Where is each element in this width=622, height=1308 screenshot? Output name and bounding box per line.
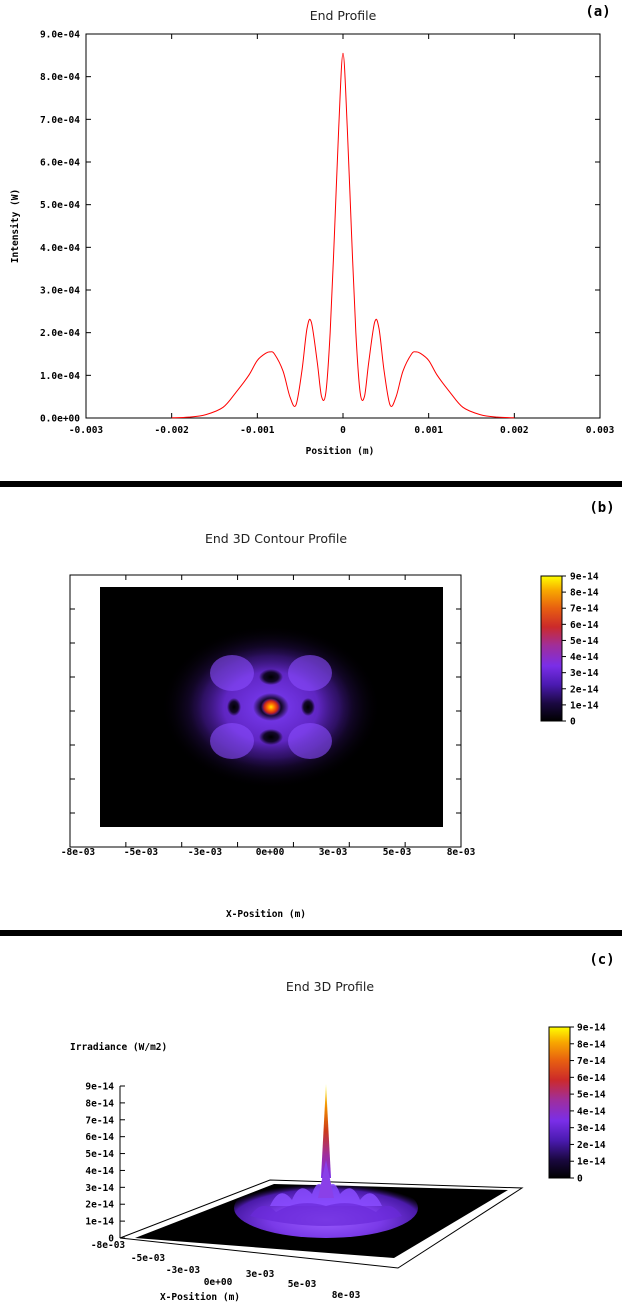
x-tick-label: -8e-03 <box>61 847 96 858</box>
colorbar-tick-label: 2e-14 <box>577 1140 606 1151</box>
z-tick-label: 0 <box>108 1234 114 1245</box>
z-tick-label: 9e-14 <box>85 1082 114 1093</box>
x-tick-label: 8e-03 <box>447 847 476 858</box>
colorbar-b <box>540 575 563 722</box>
y-tick-label: 8.0e-04 <box>40 72 80 83</box>
colorbar-tick-label: 3e-14 <box>570 668 599 679</box>
colorbar-ticks-c: 9e-14 8e-14 7e-14 6e-14 5e-14 4e-14 3e-14 2e-14… <box>570 1023 606 1185</box>
heatmap-panel-b: (b) End 3D Contour Profile -8e-03 -5e-03-… <box>61 500 615 920</box>
x-tick-label: -0.003 <box>69 425 104 436</box>
separator-1 <box>0 481 622 487</box>
x-axis-label-a: Position (m) <box>306 446 375 457</box>
colorbar-tick-label: 0 <box>577 1174 583 1185</box>
colorbar-tick-label: 9e-14 <box>577 1023 606 1034</box>
colorbar-tick-label: 9e-14 <box>570 572 599 583</box>
colorbar-tick-label: 6e-14 <box>570 620 599 631</box>
x-tick-label: 8e-03 <box>332 1290 361 1301</box>
colorbar-tick-label: 3e-14 <box>577 1123 606 1134</box>
panel-label-c: (c) <box>589 952 614 968</box>
x-axis-label-b: X-Position (m) <box>226 909 306 920</box>
z-tick-label: 3e-14 <box>85 1183 114 1194</box>
z-tick-label: 5e-14 <box>85 1149 114 1160</box>
x-axis-ticks-a: -0.003 -0.002 -0.001 0 0.001 0.002 0.003 <box>69 34 615 436</box>
colorbar-tick-label: 0 <box>570 717 576 728</box>
surface-panel-c: (c) End 3D Profile Irradiance (W/m2) 9e-… <box>70 952 615 1303</box>
z-tick-label: 2e-14 <box>85 1200 114 1211</box>
center-peak <box>321 1084 331 1178</box>
y-tick-label: 0.0e+00 <box>40 414 80 425</box>
z-tick-label: 6e-14 <box>85 1132 114 1143</box>
panel-label-b: (b) <box>589 500 614 516</box>
surface-mound <box>234 1084 418 1238</box>
colorbar-tick-label: 4e-14 <box>577 1106 606 1117</box>
x-tick-label: 3e-03 <box>246 1269 275 1280</box>
chart-title-b: End 3D Contour Profile <box>205 531 347 546</box>
y-axis-ticks-a: 0.0e+00 1.0e-04 2.0e-04 3.0e-04 4.0e-04 5.0e-… <box>40 30 600 425</box>
line-chart-panel-a: End Profile (a) 0.0e+00 1.0e-04 2.0e-04 3.0… <box>10 4 615 457</box>
colorbar-tick-label: 2e-14 <box>570 684 599 695</box>
z-axis-label-c: Irradiance (W/m2) <box>70 1042 167 1053</box>
plot-frame-a <box>85 33 601 419</box>
x-tick-label: 0 <box>340 425 346 436</box>
y-tick-label: 9.0e-04 <box>40 30 80 41</box>
x-tick-label: 0e+00 <box>204 1277 233 1288</box>
separator-2 <box>0 930 622 936</box>
z-tick-label: 1e-14 <box>85 1217 114 1228</box>
colorbar-tick-label: 4e-14 <box>570 652 599 663</box>
x-tick-label: 0e+00 <box>256 847 285 858</box>
y-tick-label: 5.0e-04 <box>40 200 80 211</box>
heatmap-frame-ticks <box>70 575 461 847</box>
x-tick-label: -5e-03 <box>124 847 159 858</box>
x-tick-label: 5e-03 <box>383 847 412 858</box>
x-tick-label: -0.001 <box>240 425 275 436</box>
z-tick-label: 8e-14 <box>85 1098 114 1109</box>
base-plane-outline <box>119 1179 524 1269</box>
panel-label-a: (a) <box>585 4 610 20</box>
x-tick-label: 5e-03 <box>288 1279 317 1290</box>
x-axis-ticks-b: -8e-03 -5e-03 -3e-03 0e+00 3e-03 5e-03 8e-03 <box>61 847 476 858</box>
y-tick-label: 1.0e-04 <box>40 371 80 382</box>
x-tick-label: -3e-03 <box>188 847 223 858</box>
x-tick-label: 0.001 <box>414 425 443 436</box>
colorbar-ticks-b: 9e-14 8e-14 7e-14 6e-14 5e-14 4e-14 3e-14 2e-14… <box>562 572 599 728</box>
colorbar-tick-label: 6e-14 <box>577 1073 606 1084</box>
x-tick-label: -8e-03 <box>91 1240 126 1251</box>
colorbar-tick-label: 5e-14 <box>577 1090 606 1101</box>
x-tick-label: 0.002 <box>500 425 529 436</box>
colorbar-tick-label: 7e-14 <box>577 1056 606 1067</box>
y-tick-label: 3.0e-04 <box>40 286 80 297</box>
x-tick-label: 3e-03 <box>319 847 348 858</box>
z-axis-ticks-c: 9e-14 8e-14 7e-14 6e-14 5e-14 4e-14 3e-14 2e-14… <box>85 1082 125 1245</box>
colorbar-c <box>548 1026 571 1179</box>
y-tick-label: 2.0e-04 <box>40 328 80 339</box>
colorbar-tick-label: 5e-14 <box>570 636 599 647</box>
y-tick-label: 6.0e-04 <box>40 158 80 169</box>
y-tick-label: 4.0e-04 <box>40 243 80 254</box>
y-axis-label-a: Intensity (W) <box>10 189 21 263</box>
colorbar-tick-label: 1e-14 <box>570 700 599 711</box>
chart-title-c: End 3D Profile <box>286 979 374 994</box>
x-tick-label: -0.002 <box>155 425 189 436</box>
intensity-series-line <box>171 52 515 419</box>
z-tick-label: 4e-14 <box>85 1166 114 1177</box>
colorbar-tick-label: 7e-14 <box>570 604 599 615</box>
x-tick-label: -3e-03 <box>166 1265 201 1276</box>
colorbar-tick-label: 1e-14 <box>577 1157 606 1168</box>
heatmap-intensity-pattern <box>161 625 381 789</box>
x-tick-label: -5e-03 <box>131 1253 166 1264</box>
z-tick-label: 7e-14 <box>85 1115 114 1126</box>
x-axis-label-c: X-Position (m) <box>160 1292 240 1303</box>
y-tick-label: 7.0e-04 <box>40 115 80 126</box>
colorbar-tick-label: 8e-14 <box>577 1039 606 1050</box>
chart-title-a: End Profile <box>310 8 377 23</box>
colorbar-tick-label: 8e-14 <box>570 588 599 599</box>
x-tick-label: 0.003 <box>586 425 615 436</box>
